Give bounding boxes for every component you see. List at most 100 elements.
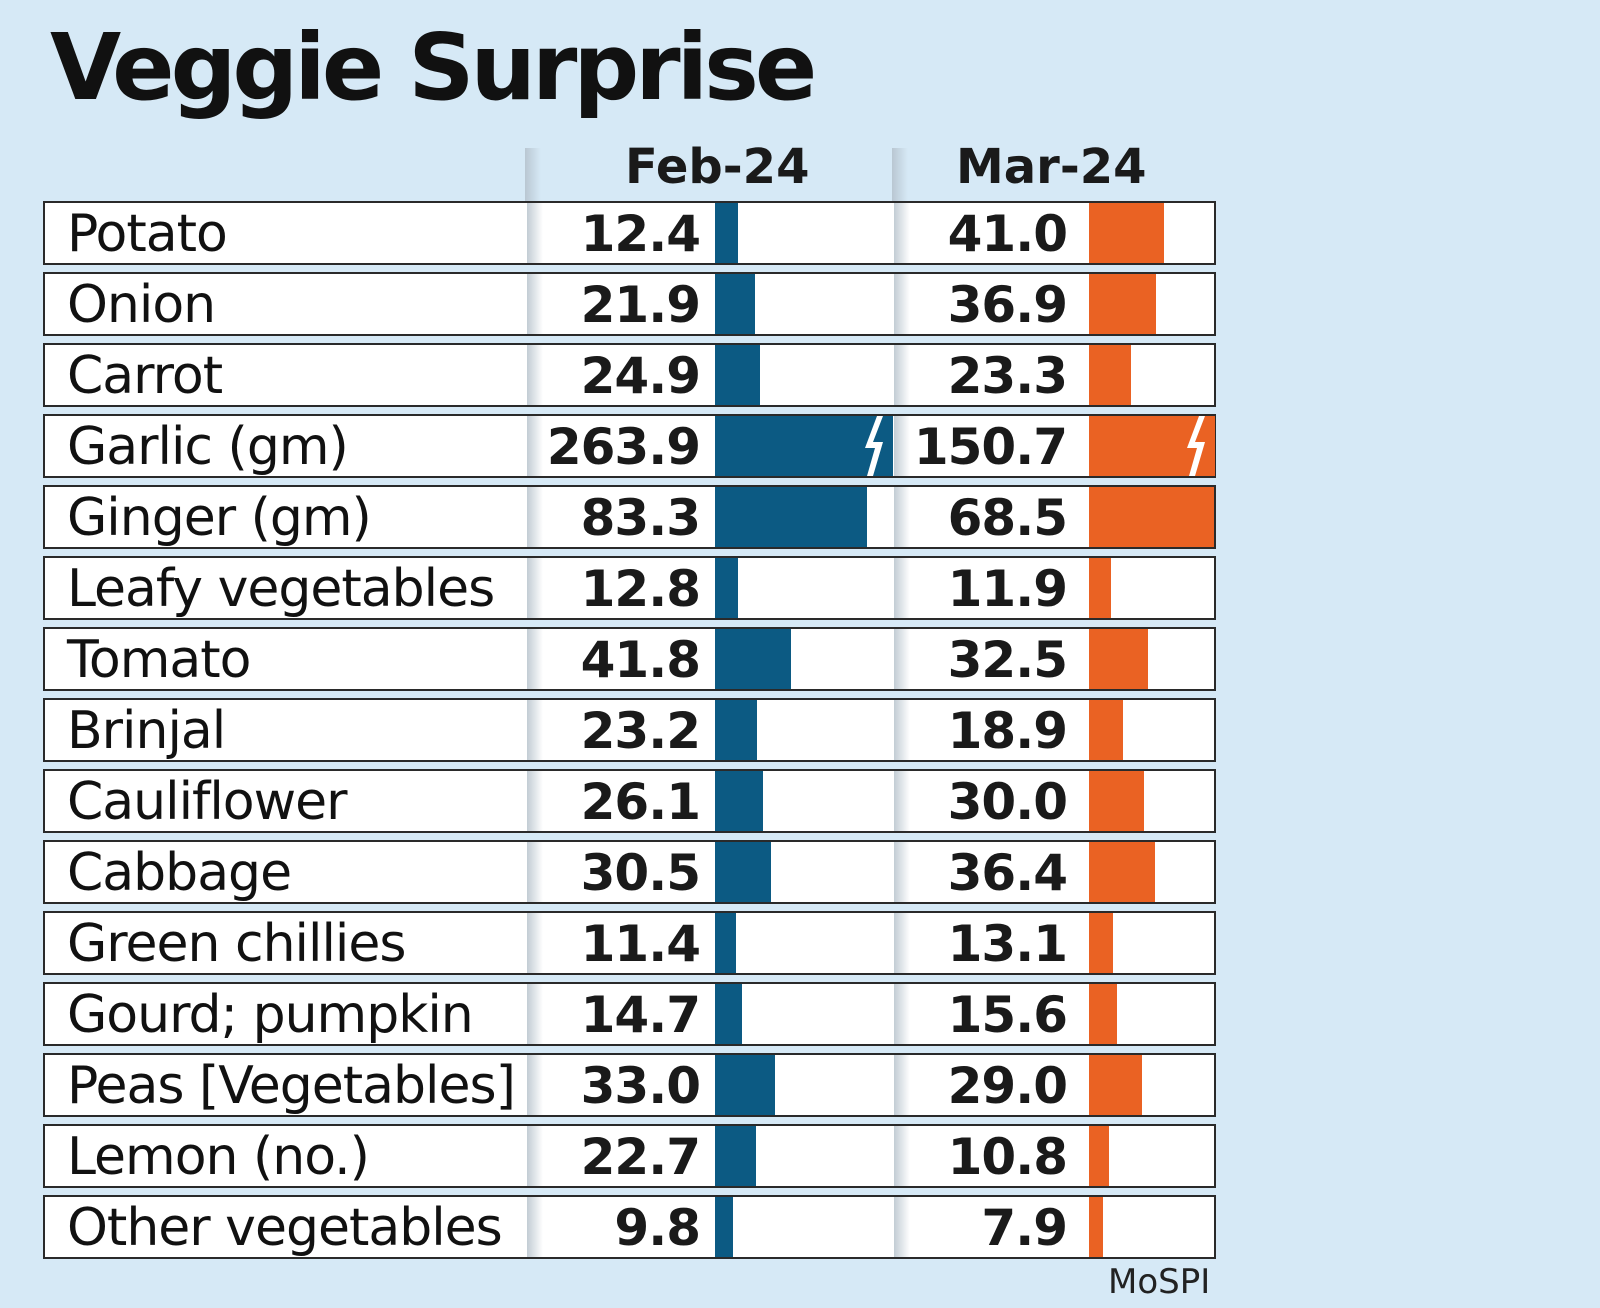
column-shade (894, 842, 910, 902)
mar-bar (1089, 1197, 1104, 1257)
feb-bar (715, 842, 771, 902)
feb-value-label: 263.9 (546, 418, 701, 476)
table-row: Cauliflower 26.1 30.0 (43, 769, 1216, 833)
feb-bar (715, 771, 763, 831)
feb-bar (715, 416, 893, 476)
category-label: Onion (67, 275, 216, 335)
table-row: Onion 21.9 36.9 (43, 272, 1216, 336)
column-shade (527, 1197, 543, 1257)
table-row: Carrot 24.9 23.3 (43, 343, 1216, 407)
mar-bar (1089, 771, 1144, 831)
category-label: Ginger (gm) (67, 488, 372, 548)
feb-value-label: 24.9 (580, 347, 701, 405)
column-shade (894, 984, 910, 1044)
feb-bar (715, 274, 755, 334)
chart-title: Veggie Surprise (50, 14, 817, 121)
feb-bar (715, 345, 761, 405)
category-label: Gourd; pumpkin (67, 985, 474, 1045)
table-row: Leafy vegetables 12.8 11.9 (43, 556, 1216, 620)
column-shade (527, 1055, 543, 1115)
mar-value-label: 15.6 (947, 986, 1068, 1044)
mar-bar (1089, 1126, 1109, 1186)
table-row: Cabbage 30.5 36.4 (43, 840, 1216, 904)
mar-value-label: 32.5 (947, 631, 1068, 689)
column-shade (894, 629, 910, 689)
mar-bar (1089, 203, 1164, 263)
feb-value-label: 22.7 (580, 1128, 701, 1186)
category-label: Leafy vegetables (67, 559, 495, 619)
table-row: Potato 12.4 41.0 (43, 201, 1216, 265)
mar-value-label: 36.4 (947, 844, 1068, 902)
feb-bar (715, 913, 736, 973)
mar-value-label: 7.9 (981, 1199, 1068, 1257)
feb-bar (715, 1055, 776, 1115)
mar-bar (1089, 984, 1118, 1044)
feb-bar (715, 558, 739, 618)
feb-value-label: 12.8 (580, 560, 701, 618)
feb-value-label: 26.1 (580, 773, 701, 831)
category-label: Lemon (no.) (67, 1127, 370, 1187)
feb-value-label: 41.8 (580, 631, 701, 689)
column-shade (894, 913, 910, 973)
source-credit: MoSPI (1108, 1262, 1211, 1302)
mar-value-label: 18.9 (947, 702, 1068, 760)
column-shade (894, 416, 910, 476)
column-shade (527, 1126, 543, 1186)
column-shade (527, 771, 543, 831)
column-shade (527, 629, 543, 689)
feb-bar (715, 1126, 757, 1186)
column-shade (894, 203, 910, 263)
feb-value-label: 21.9 (580, 276, 701, 334)
mar-bar (1089, 913, 1113, 973)
feb-bar (715, 1197, 733, 1257)
column-shade (894, 1197, 910, 1257)
category-label: Potato (67, 204, 228, 264)
mar-value-label: 29.0 (947, 1057, 1068, 1115)
feb-value-label: 11.4 (580, 915, 701, 973)
mar-bar (1089, 345, 1132, 405)
category-label: Garlic (gm) (67, 417, 349, 477)
column-shade (527, 345, 543, 405)
mar-value-label: 36.9 (947, 276, 1068, 334)
category-label: Carrot (67, 346, 223, 406)
table-row: Peas [Vegetables] 33.0 29.0 (43, 1053, 1216, 1117)
column-shade (894, 700, 910, 760)
table-row: Garlic (gm) 263.9 150.7 (43, 414, 1216, 478)
feb-value-label: 33.0 (580, 1057, 701, 1115)
category-label: Green chillies (67, 914, 406, 974)
feb-bar (715, 203, 738, 263)
column-shade (527, 274, 543, 334)
feb-bar (715, 984, 742, 1044)
mar-bar (1089, 1055, 1142, 1115)
column-shade (894, 771, 910, 831)
mar-value-label: 30.0 (947, 773, 1068, 831)
feb-value-label: 9.8 (614, 1199, 701, 1257)
column-shade (894, 274, 910, 334)
category-label: Cauliflower (67, 772, 347, 832)
series-label-feb: Feb-24 (625, 139, 810, 195)
category-label: Peas [Vegetables] (67, 1056, 516, 1116)
category-label: Brinjal (67, 701, 226, 761)
mar-bar (1089, 274, 1157, 334)
column-shade (894, 345, 910, 405)
column-shade (525, 148, 541, 208)
feb-bar (715, 700, 758, 760)
column-shade (894, 1126, 910, 1186)
column-shade (527, 842, 543, 902)
feb-value-label: 83.3 (580, 489, 701, 547)
column-shade (527, 558, 543, 618)
column-shade (527, 700, 543, 760)
mar-value-label: 41.0 (947, 205, 1068, 263)
table-row: Brinjal 23.2 18.9 (43, 698, 1216, 762)
column-shade (894, 1055, 910, 1115)
feb-value-label: 12.4 (580, 205, 701, 263)
column-shade (892, 148, 908, 208)
table-row: Ginger (gm) 83.3 68.5 (43, 485, 1216, 549)
category-label: Tomato (67, 630, 251, 690)
mar-value-label: 68.5 (947, 489, 1068, 547)
table-row: Other vegetables 9.8 7.9 (43, 1195, 1216, 1259)
mar-bar (1089, 629, 1149, 689)
series-label-mar: Mar-24 (956, 139, 1147, 195)
column-shade (527, 487, 543, 547)
feb-bar (715, 487, 867, 547)
